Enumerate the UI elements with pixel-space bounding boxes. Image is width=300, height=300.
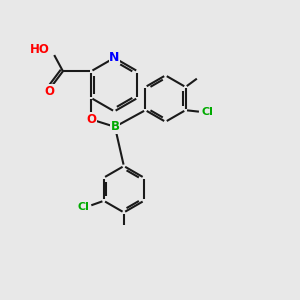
Text: HO: HO — [30, 43, 50, 56]
Text: N: N — [109, 51, 119, 64]
Text: O: O — [45, 85, 55, 98]
Text: B: B — [110, 120, 119, 133]
Text: Cl: Cl — [77, 202, 89, 212]
Text: Cl: Cl — [201, 107, 213, 117]
Text: O: O — [86, 113, 96, 126]
